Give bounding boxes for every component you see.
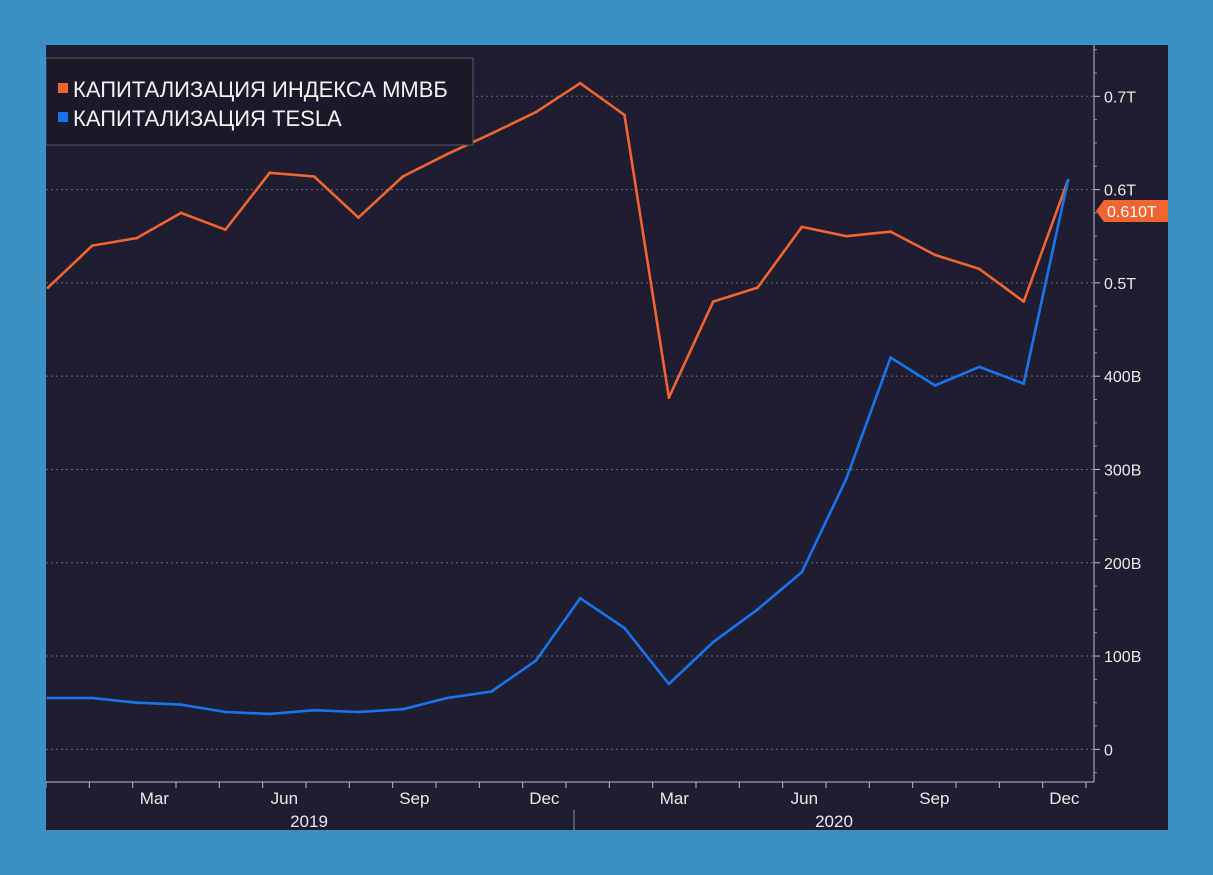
last-value-label: 0.610T <box>1107 204 1157 221</box>
data-point-micex <box>667 396 671 399</box>
series-line-micex <box>46 81 1070 399</box>
legend[interactable]: КАПИТАЛИЗАЦИЯ ИНДЕКСА ММВБ КАПИТАЛИЗАЦИЯ… <box>46 57 474 146</box>
data-point-micex <box>844 234 848 238</box>
chart-svg: 0 100B 200B 300B 400B 0.5T 0.6T 0.7T Mar Jun Sep De… <box>46 45 1168 830</box>
data-point-micex <box>889 230 892 234</box>
data-point-micex <box>357 216 360 220</box>
data-point-micex <box>756 286 759 289</box>
data-point-tesla <box>977 365 981 369</box>
data-point-micex <box>46 286 50 289</box>
y-tick-label: 200B <box>1104 556 1141 573</box>
data-point-micex <box>135 236 139 240</box>
data-point-tesla <box>578 596 582 600</box>
axes <box>46 45 1100 830</box>
y-tick-label: 0.7T <box>1104 89 1136 106</box>
data-point-micex <box>312 175 316 178</box>
data-point-tesla <box>224 710 227 714</box>
data-point-tesla <box>623 626 626 630</box>
y-tick-label: 400B <box>1104 369 1141 386</box>
x-tick-label: Sep <box>919 789 949 808</box>
data-point-micex <box>711 300 715 303</box>
data-point-tesla <box>756 608 759 611</box>
data-point-tesla <box>46 696 50 700</box>
x-tick-label: Mar <box>660 789 690 808</box>
x-tick-label: Dec <box>1049 789 1080 808</box>
data-point-tesla <box>933 384 937 387</box>
data-point-tesla <box>401 707 405 711</box>
gridlines <box>46 95 1094 750</box>
legend-label-tesla: КАПИТАЛИЗАЦИЯ TESLA <box>73 106 342 131</box>
data-point-micex <box>445 152 449 156</box>
data-point-tesla <box>268 712 272 716</box>
x-tick-label: Sep <box>399 789 429 808</box>
data-point-micex <box>179 211 183 215</box>
legend-swatch-micex <box>58 83 68 93</box>
legend-box <box>46 57 474 146</box>
data-point-tesla <box>844 477 848 481</box>
series-lines <box>46 81 1070 716</box>
data-point-tesla <box>800 570 804 574</box>
data-point-micex <box>490 132 493 135</box>
data-point-micex <box>1022 300 1026 303</box>
chart-frame: 0 100B 200B 300B 400B 0.5T 0.6T 0.7T Mar Jun Sep De… <box>46 45 1168 830</box>
data-point-tesla <box>357 710 360 714</box>
data-point-micex <box>977 267 981 271</box>
data-point-micex <box>90 244 94 248</box>
last-value-tag: 0.610T <box>1096 200 1168 222</box>
data-point-micex <box>224 228 227 232</box>
x-tick-label: Dec <box>529 789 560 808</box>
data-point-micex <box>268 171 272 175</box>
data-point-micex <box>534 110 538 114</box>
data-point-micex <box>933 253 937 257</box>
data-point-micex <box>800 225 804 229</box>
year-label: 2019 <box>290 812 328 830</box>
data-point-tesla <box>1022 382 1026 385</box>
y-tick-label: 0 <box>1104 742 1113 759</box>
y-tick-label: 300B <box>1104 462 1141 479</box>
tick-labels: 0 100B 200B 300B 400B 0.5T 0.6T 0.7T Mar Jun Sep De… <box>140 89 1142 830</box>
data-point-micex <box>623 113 626 117</box>
legend-swatch-tesla <box>58 112 68 122</box>
year-label: 2020 <box>815 812 853 830</box>
series-line-tesla <box>46 179 1070 716</box>
y-tick-label: 100B <box>1104 649 1141 666</box>
data-point-tesla <box>312 708 316 712</box>
data-point-micex <box>578 81 582 85</box>
data-point-tesla <box>889 356 892 359</box>
y-tick-label: 0.5T <box>1104 276 1136 293</box>
data-point-tesla <box>490 690 493 693</box>
data-point-micex <box>401 175 405 178</box>
data-point-tesla <box>534 659 538 663</box>
y-tick-label: 0.6T <box>1104 183 1136 200</box>
last-value-tag-shape <box>1096 200 1168 222</box>
x-tick-label: Mar <box>140 789 170 808</box>
data-point-tesla <box>711 640 715 644</box>
data-point-tesla <box>90 696 94 700</box>
data-point-tesla <box>1066 178 1070 182</box>
x-tick-label: Jun <box>791 789 818 808</box>
legend-label-micex: КАПИТАЛИЗАЦИЯ ИНДЕКСА ММВБ <box>73 77 448 102</box>
x-tick-label: Jun <box>271 789 298 808</box>
data-point-tesla <box>667 682 671 686</box>
data-point-tesla <box>445 696 449 700</box>
data-point-tesla <box>179 703 183 706</box>
data-point-tesla <box>135 701 139 705</box>
